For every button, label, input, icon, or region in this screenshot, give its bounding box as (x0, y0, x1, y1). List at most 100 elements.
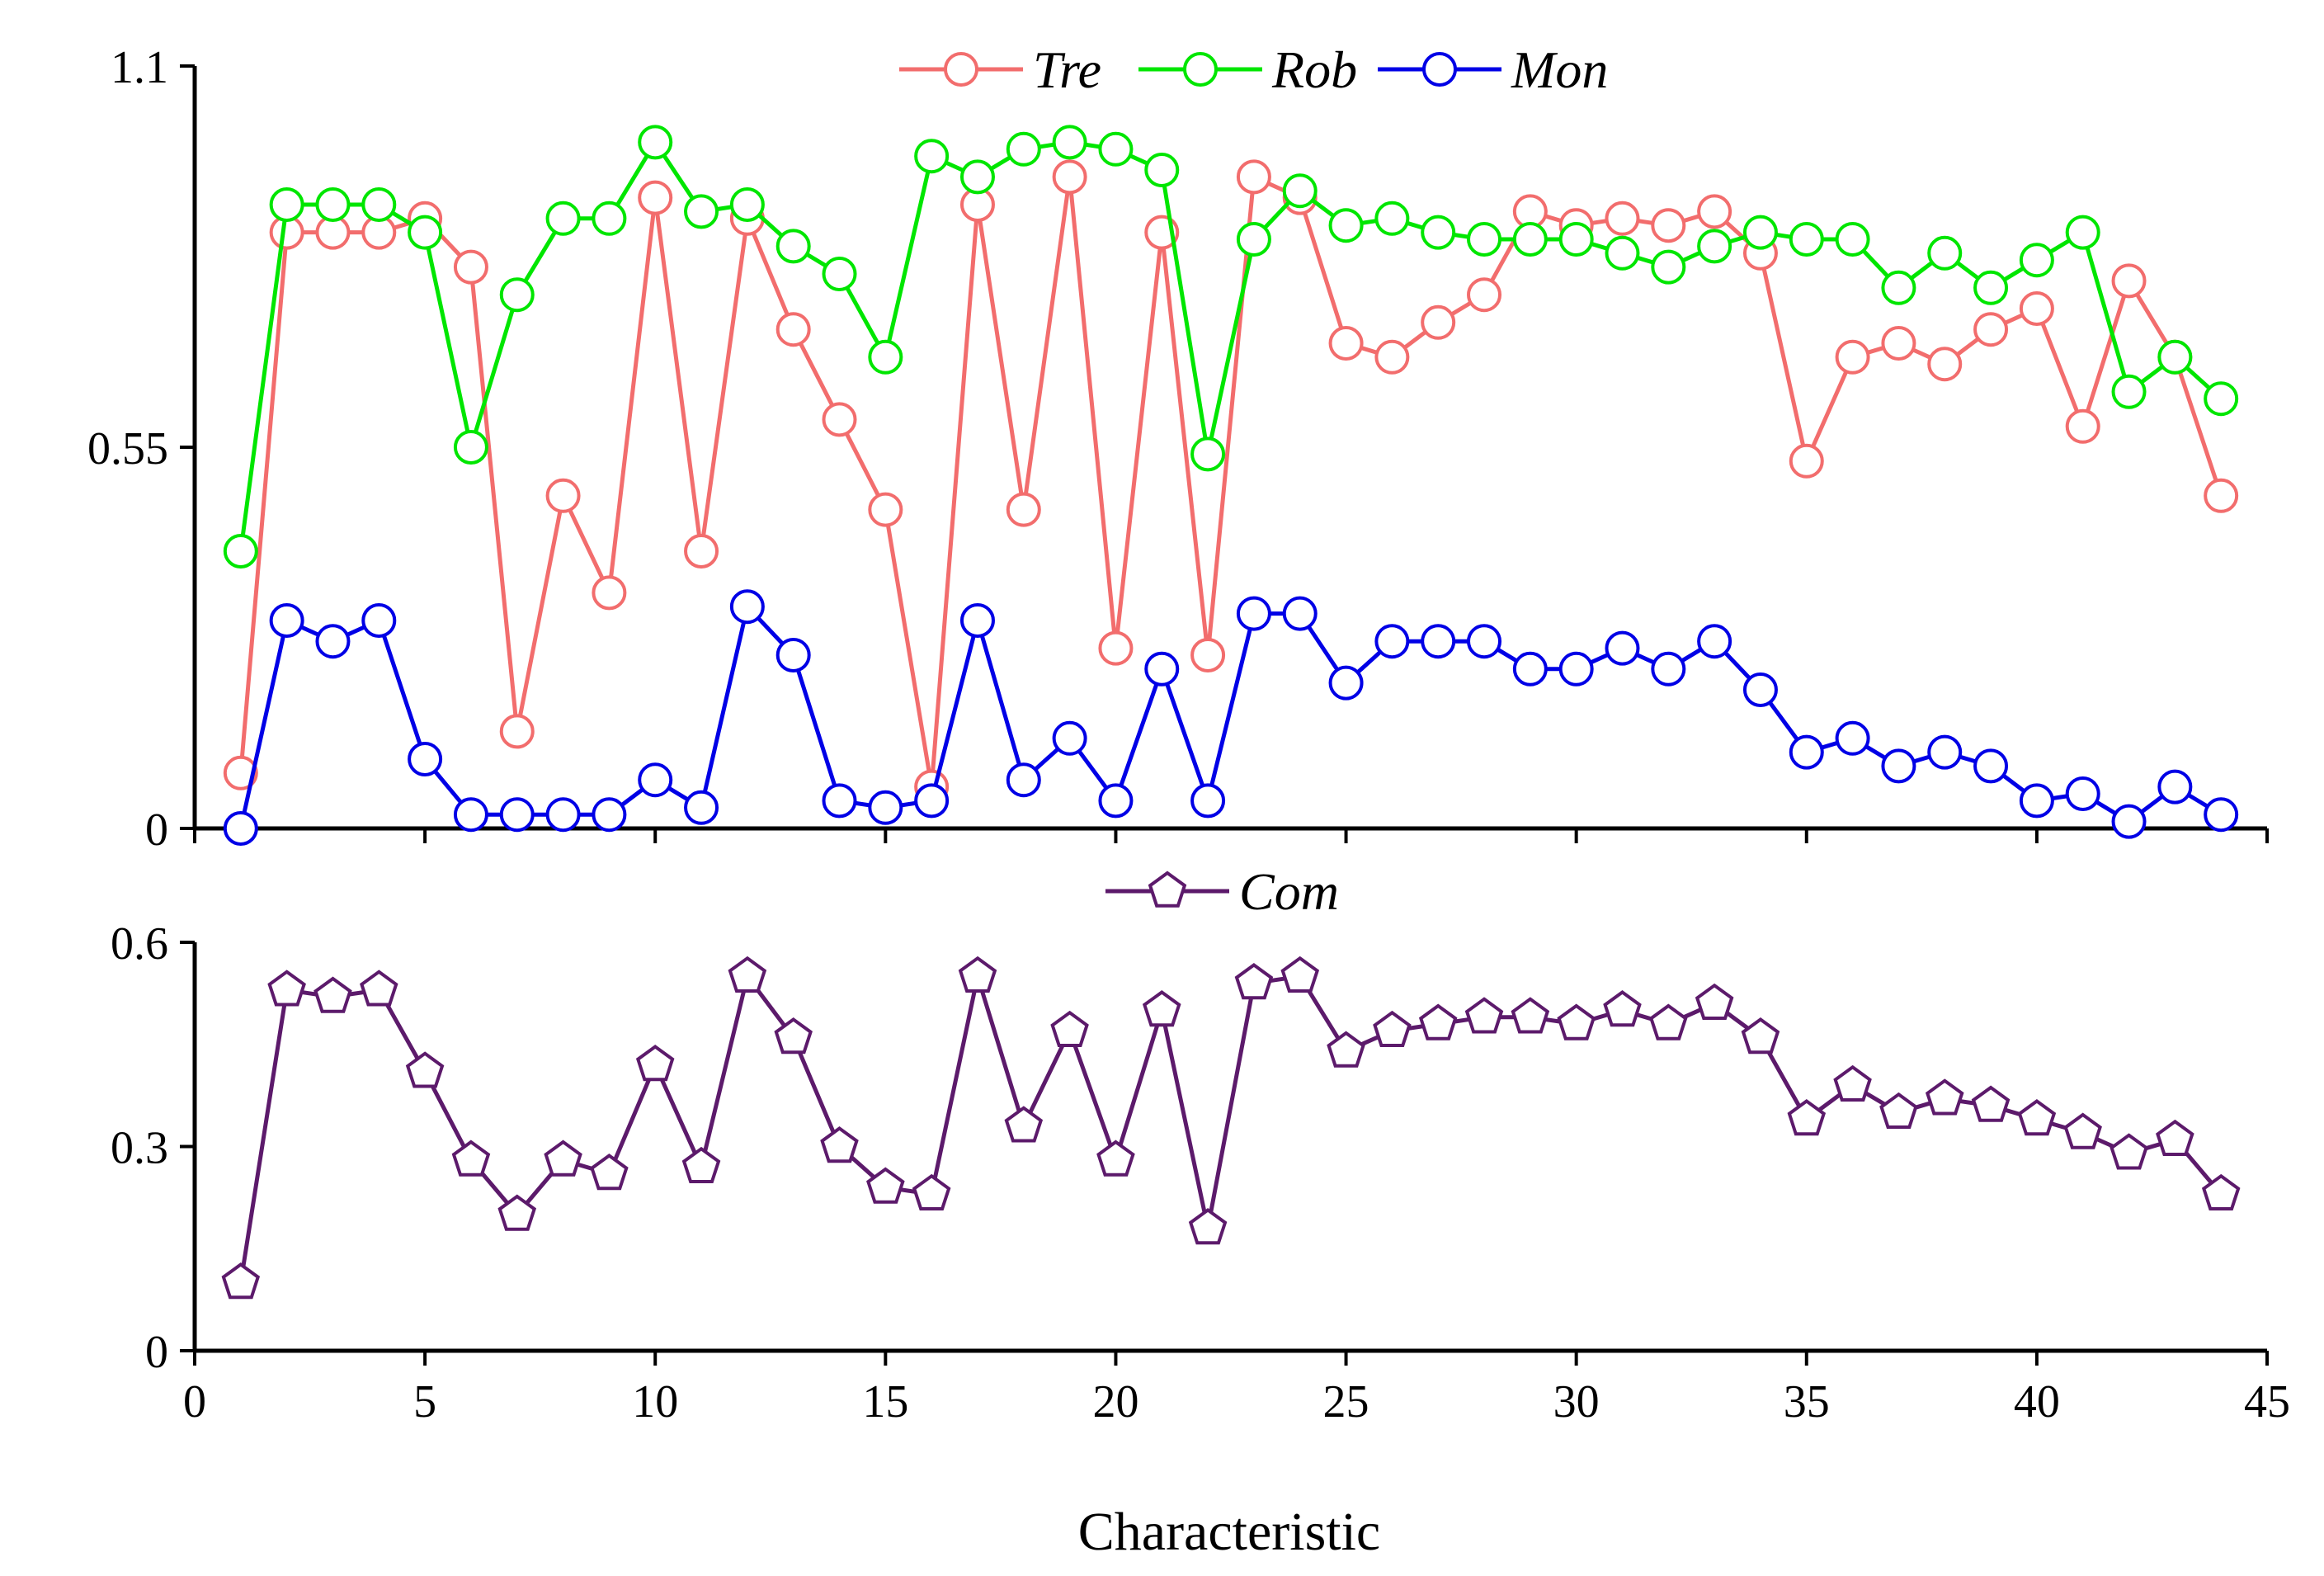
data-point (1697, 229, 1732, 264)
data-point (223, 534, 258, 569)
top-y-tick-label: 0.55 (87, 423, 168, 474)
data-point (681, 1146, 721, 1183)
data-point (728, 956, 767, 993)
x-tick-label: 40 (2014, 1376, 2060, 1427)
data-point (1835, 339, 1870, 375)
bottom-y-tick-label: 0.3 (111, 1123, 168, 1174)
data-point (2111, 263, 2147, 299)
data-point (1236, 159, 1271, 195)
series-rob-line (238, 139, 2223, 552)
data-point (453, 430, 488, 465)
x-tick-label: 45 (2244, 1376, 2290, 1427)
data-point (408, 215, 443, 250)
data-point (1973, 312, 2009, 347)
data-point (2065, 408, 2100, 444)
data-point (1052, 720, 1087, 756)
data-point (2111, 804, 2147, 839)
data-point (592, 575, 627, 611)
data-point (2204, 381, 2239, 417)
data-point (1328, 326, 1364, 361)
data-point (313, 976, 352, 1013)
data-point (1421, 304, 1456, 340)
series-com-line (238, 974, 2223, 1283)
data-point (360, 970, 398, 1007)
data-point (1282, 173, 1318, 209)
data-point (1374, 339, 1410, 375)
data-point (497, 1194, 537, 1231)
legend-item-mon: Mon (1378, 40, 1608, 99)
data-point (684, 534, 719, 569)
data-point (958, 956, 997, 993)
data-point (361, 603, 397, 638)
data-point (1374, 624, 1410, 659)
data-point (684, 194, 719, 229)
x-tick-label: 20 (1092, 1376, 1138, 1427)
data-point (1742, 672, 1778, 707)
data-point (1603, 990, 1642, 1027)
data-point (1971, 1085, 2011, 1122)
data-point (1006, 762, 1041, 798)
data-point (638, 180, 673, 215)
data-point (1006, 492, 1041, 527)
data-point (2017, 1099, 2057, 1136)
data-point (1881, 270, 1916, 305)
data-point (1418, 1003, 1458, 1040)
data-point (1973, 270, 2009, 305)
data-point (2110, 1133, 2148, 1170)
data-point (2065, 215, 2100, 250)
data-point (1512, 651, 1548, 687)
data-point (269, 187, 304, 222)
data-point (1558, 651, 1594, 687)
data-point (544, 1140, 582, 1177)
data-point (1835, 720, 1870, 756)
legend-item-tre: Tre (899, 40, 1101, 99)
data-point (1374, 201, 1410, 236)
data-point (2204, 797, 2239, 833)
data-point (1096, 1140, 1135, 1177)
data-point (868, 790, 903, 825)
data-point (729, 187, 765, 222)
data-point (1282, 596, 1318, 631)
data-point (223, 755, 258, 790)
data-point (684, 790, 719, 825)
data-point (223, 811, 258, 846)
data-point (1467, 222, 1502, 257)
data-point (1328, 665, 1364, 701)
data-point (1052, 125, 1087, 160)
data-point (1697, 194, 1732, 229)
data-point (408, 742, 443, 776)
legend-item-rob: Rob (1138, 40, 1357, 99)
data-point (959, 603, 995, 638)
data-point (1190, 783, 1226, 819)
legend-label: Tre (1033, 40, 1101, 99)
data-point (1557, 1003, 1596, 1040)
data-point (1881, 326, 1916, 361)
data-point (545, 797, 581, 833)
data-point (545, 201, 581, 236)
legend-marker (1148, 871, 1187, 908)
top-y-tick-label: 0 (145, 805, 168, 856)
legend-label: Rob (1271, 40, 1357, 99)
data-point (822, 257, 857, 291)
data-point (1973, 748, 2009, 784)
data-point (1697, 624, 1732, 659)
data-point (1605, 630, 1640, 666)
data-point (866, 1167, 905, 1204)
data-point (499, 277, 535, 313)
x-tick-label: 5 (413, 1376, 436, 1427)
series-com (221, 956, 2241, 1300)
data-point (1787, 1099, 1827, 1136)
data-point (221, 1262, 261, 1300)
data-point (635, 1045, 675, 1082)
data-point (315, 187, 351, 222)
data-point (1190, 638, 1226, 672)
data-point (1464, 997, 1504, 1034)
data-point (1236, 222, 1271, 257)
data-point (1050, 1010, 1089, 1047)
data-point (1280, 956, 1320, 993)
data-point (912, 1173, 951, 1210)
series-mon-line (238, 604, 2223, 829)
data-point (1789, 222, 1824, 257)
data-point (315, 624, 351, 659)
